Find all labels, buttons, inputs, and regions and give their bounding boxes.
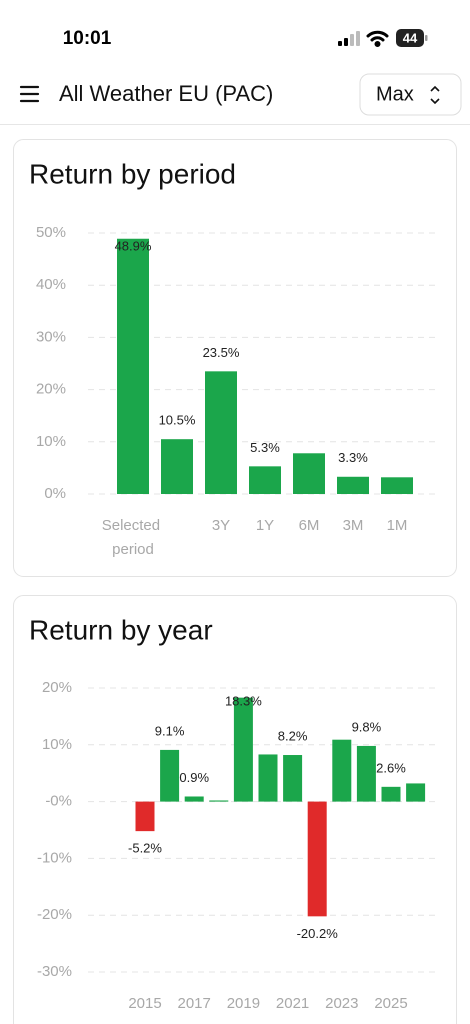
bar	[381, 786, 401, 802]
x-tick-label: 1Y	[256, 517, 274, 534]
x-tick-label: 2015	[128, 995, 161, 1012]
range-chevron	[430, 85, 440, 105]
x-tick-label: 2025	[374, 995, 407, 1012]
bar	[337, 476, 369, 494]
x-tick-label: 2021	[276, 995, 309, 1012]
data-label: 8.2%	[278, 728, 308, 743]
x-tick-label: 3M	[343, 517, 364, 534]
battery-tip	[425, 35, 428, 41]
x-tick-label: 1M	[387, 517, 408, 534]
range-label: Max	[376, 83, 414, 105]
y-tick-label: 50%	[36, 224, 66, 241]
x-tick-label: 6M	[299, 517, 320, 534]
data-label: 9.1%	[155, 723, 185, 738]
x-tick-label: Selected period	[102, 517, 165, 558]
bar	[117, 238, 149, 494]
bar	[307, 801, 327, 917]
y-tick-label: -0%	[45, 793, 72, 810]
y-tick-label: 20%	[42, 679, 72, 696]
card	[13, 595, 457, 1024]
data-label: 23.5%	[203, 345, 240, 360]
data-label: 0.9%	[179, 770, 209, 785]
bar	[406, 783, 426, 802]
x-tick-label: 2017	[178, 995, 211, 1012]
y-tick-label: 30%	[36, 328, 66, 345]
x-tick-label: 2023	[325, 995, 358, 1012]
bar	[332, 739, 352, 802]
chart-title: Return by year	[29, 614, 213, 645]
data-label: -5.2%	[128, 841, 162, 856]
bar	[205, 371, 237, 494]
y-tick-label: -20%	[37, 906, 72, 923]
y-tick-label: -30%	[37, 963, 72, 980]
data-label: 3.3%	[338, 450, 368, 465]
y-tick-label: 10%	[42, 736, 72, 753]
y-tick-label: 10%	[36, 433, 66, 450]
y-tick-label: 20%	[36, 381, 66, 398]
bar	[249, 466, 281, 494]
bar	[135, 801, 155, 832]
range-button[interactable]	[359, 73, 462, 116]
chart-title: Return by period	[29, 158, 236, 189]
bar	[161, 439, 193, 494]
y-tick-label: 0%	[44, 485, 66, 502]
data-label: 9.8%	[352, 719, 382, 734]
bar	[184, 796, 204, 802]
wifi-icon	[366, 30, 389, 47]
battery-icon	[396, 29, 424, 47]
data-label: 18.3%	[225, 693, 262, 708]
bar	[356, 745, 376, 802]
bar	[233, 697, 253, 802]
y-tick-label: -10%	[37, 849, 72, 866]
x-tick-label: 2019	[227, 995, 260, 1012]
status-time: 10:01	[63, 28, 112, 49]
bar	[209, 800, 229, 802]
data-label: 10.5%	[159, 413, 196, 428]
bar	[283, 755, 303, 802]
data-label: 48.9%	[115, 238, 152, 253]
signal-icon	[338, 31, 360, 46]
menu-button[interactable]	[19, 85, 40, 103]
page-title: All Weather EU (PAC)	[59, 81, 273, 106]
data-label: 5.3%	[250, 440, 280, 455]
x-tick-label: 3Y	[212, 517, 230, 534]
bar	[293, 453, 325, 494]
y-tick-label: 40%	[36, 276, 66, 293]
bar	[160, 749, 180, 802]
data-label: 2.6%	[376, 760, 406, 775]
bar	[258, 754, 278, 802]
bar	[381, 477, 413, 494]
battery-level: 44	[403, 30, 418, 45]
data-label: -20.2%	[297, 926, 339, 941]
